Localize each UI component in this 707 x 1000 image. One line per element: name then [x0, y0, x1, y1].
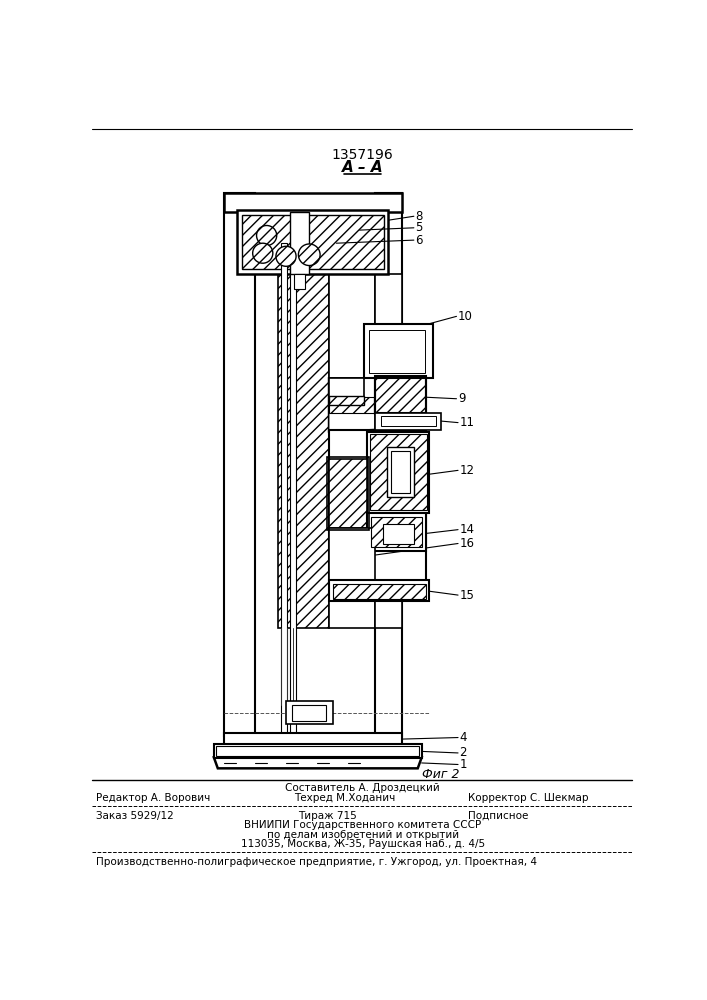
Circle shape	[252, 243, 273, 263]
Text: 1: 1	[460, 758, 467, 771]
Bar	[368, 432, 429, 513]
Bar	[387, 447, 414, 497]
Bar	[332, 584, 426, 599]
Text: 16: 16	[460, 537, 474, 550]
Bar	[363, 324, 433, 378]
Bar	[375, 274, 402, 628]
Bar	[279, 274, 329, 628]
Bar	[293, 274, 305, 289]
Text: 15: 15	[460, 589, 474, 602]
Bar	[383, 524, 414, 544]
Text: Составитель А. Дроздецкий: Составитель А. Дроздецкий	[286, 783, 440, 793]
Bar	[329, 580, 429, 601]
Text: 9: 9	[458, 392, 465, 405]
Text: Редактор А. Ворович: Редактор А. Ворович	[96, 793, 211, 803]
Circle shape	[276, 246, 296, 266]
Bar	[329, 528, 375, 582]
Polygon shape	[329, 397, 374, 413]
Polygon shape	[214, 758, 421, 768]
Bar	[329, 459, 368, 528]
Text: Производственно-полиграфическое предприятие, г. Ужгород, ул. Проектная, 4: Производственно-полиграфическое предприя…	[96, 857, 537, 867]
Bar	[375, 376, 426, 414]
Text: Заказ 5929/12: Заказ 5929/12	[96, 811, 174, 821]
Text: 10: 10	[458, 310, 473, 323]
Bar	[381, 416, 436, 426]
Circle shape	[298, 244, 320, 266]
Bar	[224, 193, 255, 736]
Bar	[371, 517, 421, 547]
Text: 8: 8	[416, 210, 423, 223]
Polygon shape	[329, 378, 375, 432]
Text: 1357196: 1357196	[332, 148, 394, 162]
Bar	[281, 243, 287, 736]
Text: Тираж 715: Тираж 715	[298, 811, 356, 821]
Bar	[224, 193, 402, 212]
Text: 14: 14	[460, 523, 474, 536]
Bar	[242, 215, 384, 269]
Text: A – A: A – A	[342, 160, 383, 175]
Bar	[368, 513, 426, 551]
Bar	[375, 413, 441, 430]
Bar	[329, 430, 426, 582]
Bar	[286, 701, 332, 724]
Bar	[216, 746, 419, 756]
Bar	[369, 330, 425, 373]
Bar	[329, 378, 363, 397]
Text: ВНИИПИ Государственного комитета СССР: ВНИИПИ Государственного комитета СССР	[244, 820, 481, 830]
Text: Подписное: Подписное	[468, 811, 529, 821]
Bar	[327, 457, 369, 530]
Text: 11: 11	[460, 416, 474, 429]
Bar	[237, 210, 388, 274]
Text: Техред М.Ходанич: Техред М.Ходанич	[293, 793, 395, 803]
Bar	[375, 193, 402, 736]
Bar	[290, 243, 296, 736]
Bar	[329, 274, 375, 628]
Text: 12: 12	[460, 464, 474, 477]
Bar	[375, 378, 426, 413]
Text: Корректор С. Шекмар: Корректор С. Шекмар	[468, 793, 589, 803]
Bar	[329, 396, 363, 405]
Circle shape	[257, 225, 276, 246]
Text: 5: 5	[416, 221, 423, 234]
Bar	[290, 212, 309, 274]
Bar	[391, 451, 410, 493]
Bar	[214, 744, 421, 758]
Text: по делам изобретений и открытий: по делам изобретений и открытий	[267, 830, 459, 840]
Text: 6: 6	[416, 234, 423, 247]
Text: 2: 2	[460, 746, 467, 759]
Text: 113035, Москва, Ж-35, Раушская наб., д. 4/5: 113035, Москва, Ж-35, Раушская наб., д. …	[240, 839, 485, 849]
Bar	[292, 705, 327, 721]
Text: 4: 4	[460, 731, 467, 744]
Bar	[224, 733, 402, 745]
Bar	[370, 434, 427, 510]
Text: Фиг 2: Фиг 2	[421, 768, 459, 781]
